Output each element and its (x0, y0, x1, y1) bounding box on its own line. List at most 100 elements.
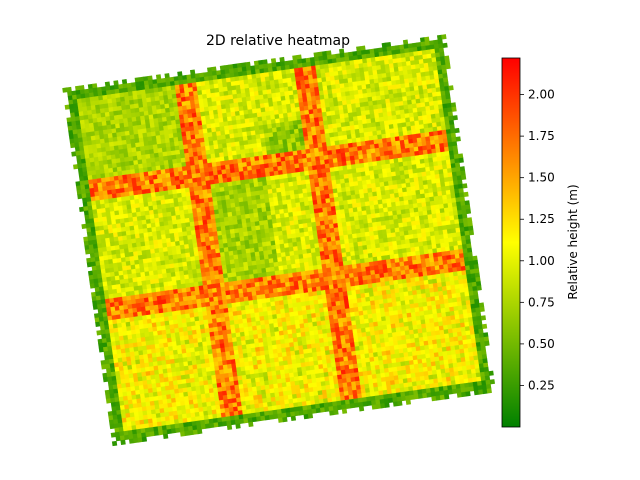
heatmap-cell (237, 97, 243, 103)
heatmap-cell (135, 85, 142, 92)
heatmap-cell (236, 89, 242, 95)
heatmap-cell (324, 67, 330, 74)
heatmap-cell (425, 49, 432, 55)
heatmap-cell (408, 77, 414, 84)
heatmap-cell (102, 129, 109, 135)
heatmap-cell (179, 88, 185, 94)
heatmap-cell (328, 63, 334, 69)
heatmap-cell (106, 124, 112, 130)
heatmap-cell (133, 103, 140, 109)
heatmap-cell (428, 70, 435, 76)
heatmap-cell (132, 90, 138, 96)
heatmap-cell (404, 52, 411, 58)
heatmap-cell (360, 80, 367, 86)
heatmap-cell (265, 84, 272, 91)
heatmap-cell (163, 125, 169, 131)
heatmap-cell (349, 64, 356, 70)
heatmap-cell (318, 86, 324, 92)
heatmap-cell (235, 84, 241, 91)
heatmap-cell (274, 83, 280, 89)
heatmap-cell (217, 82, 224, 89)
heatmap-cell (218, 117, 224, 123)
heatmap-cell (371, 96, 378, 102)
heatmap-cell (201, 89, 207, 95)
heatmap-cell (328, 97, 334, 104)
heatmap-cell (386, 46, 392, 52)
heatmap-cell (182, 105, 188, 111)
heatmap-cell (379, 55, 385, 62)
heatmap-cell (70, 112, 76, 118)
heatmap-cell (386, 76, 392, 82)
heatmap-cell (291, 81, 297, 87)
heatmap-cell (225, 73, 231, 79)
heatmap-cell (272, 66, 278, 72)
heatmap-cell (320, 103, 326, 109)
heatmap-cell (412, 77, 418, 83)
heatmap-cell (148, 79, 154, 86)
heatmap-cell (409, 86, 415, 92)
heatmap-cell (188, 91, 195, 97)
heatmap-cell (286, 73, 292, 79)
heatmap-cell (284, 90, 290, 97)
heatmap-cell (76, 98, 83, 104)
heatmap-cell (204, 110, 210, 117)
heatmap-cell (362, 58, 368, 64)
heatmap-cell (236, 93, 243, 99)
heatmap-cell (78, 141, 84, 147)
heatmap-cell (354, 98, 361, 104)
heatmap-cell (265, 80, 271, 86)
heatmap-cell (139, 111, 145, 117)
heatmap-cell (345, 91, 351, 97)
heatmap-cell (96, 117, 103, 123)
heatmap-cell (369, 79, 375, 85)
heatmap-cell (306, 92, 312, 98)
heatmap-cell (401, 61, 407, 67)
heatmap-cell (308, 78, 314, 85)
heatmap-cell (162, 90, 168, 97)
heatmap-cell (410, 90, 416, 96)
heatmap-cell (84, 123, 90, 129)
heatmap-cell (169, 80, 176, 87)
heatmap-cell (261, 85, 268, 91)
heatmap-cell (349, 60, 355, 66)
heatmap-cell (357, 85, 363, 91)
heatmap-cell (281, 73, 288, 80)
heatmap-cell (384, 63, 390, 70)
heatmap-cell (435, 52, 441, 58)
heatmap-cell (140, 89, 146, 95)
heatmap-cell (376, 65, 382, 71)
heatmap-cell (408, 51, 415, 58)
heatmap-cell (126, 82, 133, 89)
heatmap-cell (197, 120, 203, 126)
heatmap-cell (403, 43, 409, 50)
heatmap-cell (184, 91, 190, 98)
heatmap-cell (251, 104, 257, 110)
heatmap-cell (182, 74, 188, 81)
heatmap-cell (276, 66, 282, 72)
heatmap-cell (407, 69, 413, 75)
heatmap-cell (426, 84, 432, 90)
heatmap-cell (230, 111, 236, 117)
heatmap-cell (399, 79, 406, 85)
heatmap-cell (155, 104, 162, 110)
heatmap-cell (357, 89, 364, 95)
heatmap-cell (173, 76, 179, 82)
heatmap-cell (364, 75, 370, 81)
heatmap-cell (172, 98, 178, 104)
heatmap-cell (123, 122, 129, 128)
heatmap-cell (141, 93, 147, 100)
heatmap-cell (66, 117, 72, 123)
heatmap-cell (251, 73, 257, 80)
heatmap-cell (127, 117, 133, 123)
heatmap-cell (301, 92, 308, 99)
heatmap-cell (443, 81, 449, 87)
heatmap-cell (114, 119, 120, 125)
heatmap-cell (200, 85, 207, 91)
heatmap-cell (106, 89, 112, 96)
heatmap-cell (71, 120, 77, 127)
heatmap-cell (319, 94, 325, 101)
heatmap-cell (263, 98, 269, 104)
heatmap-cell (233, 98, 239, 104)
heatmap-cell (342, 69, 348, 76)
heatmap-cell (161, 82, 167, 88)
